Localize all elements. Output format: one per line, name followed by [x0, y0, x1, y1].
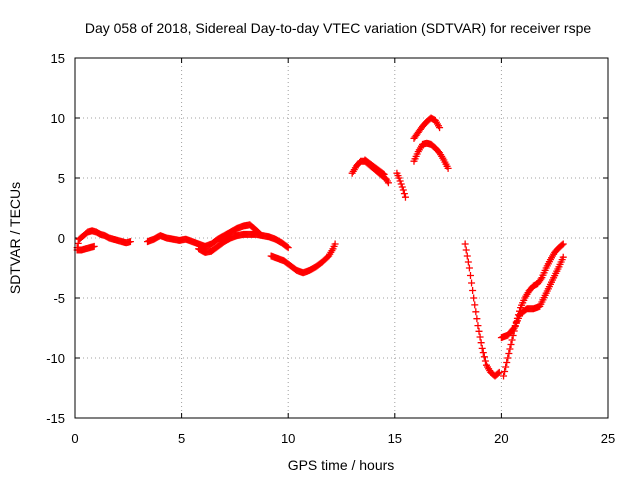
data-point	[379, 170, 387, 178]
data-point	[537, 275, 545, 283]
data-point	[90, 242, 98, 250]
data-point	[478, 344, 486, 352]
data-point	[507, 341, 515, 348]
data-point	[475, 327, 483, 335]
data-point	[559, 240, 567, 248]
y-tick-label: 10	[51, 111, 65, 126]
data-point	[495, 368, 503, 376]
data-point	[462, 246, 470, 254]
data-point	[466, 272, 474, 279]
data-point	[463, 252, 471, 260]
data-point	[472, 308, 480, 316]
data-point	[508, 336, 516, 344]
data-point	[506, 345, 514, 353]
data-point	[503, 359, 511, 366]
y-tick-label: -5	[53, 291, 65, 306]
data-point	[500, 372, 508, 380]
data-point	[398, 183, 406, 191]
y-tick-label: -10	[46, 351, 65, 366]
y-tick-label: 0	[58, 231, 65, 246]
data-point	[464, 258, 472, 266]
data-point	[331, 240, 339, 248]
y-tick-labels: -15 -10 -5 0 5 10 15	[46, 51, 65, 426]
x-tick-label: 15	[388, 431, 402, 446]
plot-frame	[74, 57, 609, 419]
data-point	[479, 349, 487, 357]
data-point	[283, 243, 291, 251]
data-point	[468, 279, 476, 287]
data-point	[505, 350, 513, 357]
data-point	[465, 264, 473, 272]
data-point	[461, 240, 469, 248]
data-point	[397, 180, 405, 188]
grid	[74, 57, 609, 419]
chart-title: Day 058 of 2018, Sidereal Day-to-day VTE…	[85, 20, 591, 36]
x-axis-label: GPS time / hours	[288, 457, 395, 473]
data-points	[73, 114, 567, 380]
y-tick-label: -15	[46, 411, 65, 426]
y-tick-label: 15	[51, 51, 65, 66]
data-point	[494, 369, 502, 377]
data-point	[471, 301, 479, 309]
data-point	[502, 363, 510, 371]
data-point	[399, 186, 407, 194]
data-point	[436, 124, 444, 132]
data-point	[444, 164, 452, 172]
x-tick-labels: 0 5 10 15 20 25	[71, 431, 615, 446]
data-point	[473, 315, 481, 323]
data-point	[504, 354, 512, 362]
data-point	[469, 287, 477, 294]
y-axis-label: SDTVAR / TECUs	[7, 182, 23, 294]
data-point	[284, 244, 292, 252]
data-point	[477, 339, 485, 347]
data-point	[74, 239, 82, 247]
data-point	[401, 193, 409, 201]
data-point	[126, 238, 134, 246]
data-point	[476, 333, 484, 341]
y-tick-label: 5	[58, 171, 65, 186]
x-tick-label: 0	[71, 431, 78, 446]
data-point	[509, 325, 517, 333]
data-point	[380, 170, 388, 178]
data-point	[470, 294, 478, 302]
x-tick-label: 25	[601, 431, 615, 446]
x-tick-label: 5	[178, 431, 185, 446]
data-point	[384, 179, 392, 187]
data-point	[501, 368, 509, 375]
data-point	[558, 241, 566, 249]
data-point	[474, 322, 482, 330]
data-point	[396, 177, 404, 185]
data-point	[481, 357, 489, 365]
data-point	[395, 174, 403, 182]
data-point	[480, 353, 488, 361]
data-point	[400, 190, 408, 198]
x-tick-label: 20	[494, 431, 508, 446]
data-point	[559, 253, 567, 261]
x-tick-label: 10	[281, 431, 295, 446]
